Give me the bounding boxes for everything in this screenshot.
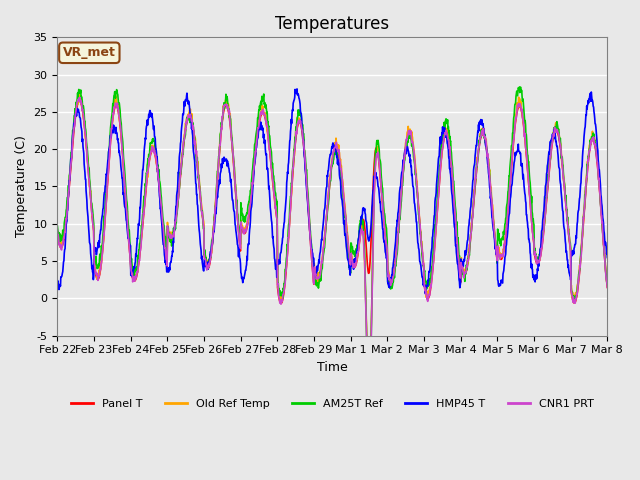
X-axis label: Time: Time xyxy=(317,361,348,374)
Legend: Panel T, Old Ref Temp, AM25T Ref, HMP45 T, CNR1 PRT: Panel T, Old Ref Temp, AM25T Ref, HMP45 … xyxy=(67,395,598,414)
Y-axis label: Temperature (C): Temperature (C) xyxy=(15,135,28,238)
Text: VR_met: VR_met xyxy=(63,46,116,60)
Title: Temperatures: Temperatures xyxy=(275,15,389,33)
